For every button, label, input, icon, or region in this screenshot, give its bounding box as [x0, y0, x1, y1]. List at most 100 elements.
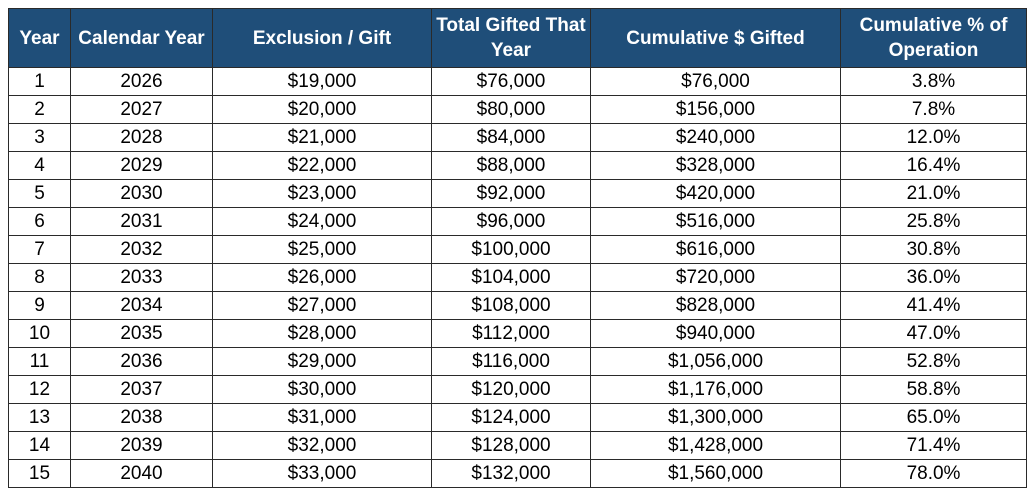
cell-cumulative-gifted: $616,000	[590, 235, 841, 264]
cell-cumulative-gifted: $940,000	[590, 319, 841, 348]
cell-total-gifted: $120,000	[431, 375, 591, 404]
cell-year: 7	[8, 235, 71, 264]
cell-year: 2	[8, 95, 71, 124]
cell-year: 14	[8, 431, 71, 460]
cell-cumulative-percent: 41.4%	[840, 291, 1027, 320]
cell-total-gifted: $76,000	[431, 67, 591, 96]
cell-exclusion-gift: $24,000	[212, 207, 432, 236]
cell-calendar-year: 2035	[70, 319, 213, 348]
table-row: 9 2034 $27,000 $108,000 $828,000 41.4%	[8, 291, 1027, 320]
cell-year: 3	[8, 123, 71, 152]
cell-cumulative-gifted: $156,000	[590, 95, 841, 124]
header-total-gifted: Total Gifted That Year	[431, 8, 591, 68]
cell-cumulative-percent: 52.8%	[840, 347, 1027, 376]
cell-cumulative-gifted: $516,000	[590, 207, 841, 236]
cell-calendar-year: 2033	[70, 263, 213, 292]
header-exclusion-gift: Exclusion / Gift	[212, 8, 432, 68]
table-row: 11 2036 $29,000 $116,000 $1,056,000 52.8%	[8, 347, 1027, 376]
cell-total-gifted: $80,000	[431, 95, 591, 124]
cell-calendar-year: 2029	[70, 151, 213, 180]
table-row: 1 2026 $19,000 $76,000 $76,000 3.8%	[8, 67, 1027, 96]
cell-cumulative-gifted: $1,428,000	[590, 431, 841, 460]
cell-exclusion-gift: $25,000	[212, 235, 432, 264]
cell-cumulative-percent: 16.4%	[840, 151, 1027, 180]
cell-cumulative-gifted: $1,056,000	[590, 347, 841, 376]
header-year: Year	[8, 8, 71, 68]
cell-cumulative-gifted: $828,000	[590, 291, 841, 320]
table-row: 7 2032 $25,000 $100,000 $616,000 30.8%	[8, 235, 1027, 264]
cell-cumulative-gifted: $240,000	[590, 123, 841, 152]
cell-calendar-year: 2038	[70, 403, 213, 432]
cell-cumulative-gifted: $1,300,000	[590, 403, 841, 432]
cell-cumulative-percent: 21.0%	[840, 179, 1027, 208]
cell-total-gifted: $116,000	[431, 347, 591, 376]
cell-year: 11	[8, 347, 71, 376]
cell-year: 1	[8, 67, 71, 96]
cell-calendar-year: 2026	[70, 67, 213, 96]
cell-cumulative-percent: 47.0%	[840, 319, 1027, 348]
cell-total-gifted: $128,000	[431, 431, 591, 460]
cell-exclusion-gift: $32,000	[212, 431, 432, 460]
cell-year: 9	[8, 291, 71, 320]
cell-exclusion-gift: $22,000	[212, 151, 432, 180]
cell-total-gifted: $104,000	[431, 263, 591, 292]
cell-total-gifted: $100,000	[431, 235, 591, 264]
gifting-schedule-table: Year Calendar Year Exclusion / Gift Tota…	[8, 8, 1027, 488]
header-cumulative-percent: Cumulative % of Operation	[840, 8, 1027, 68]
cell-exclusion-gift: $26,000	[212, 263, 432, 292]
cell-exclusion-gift: $31,000	[212, 403, 432, 432]
cell-year: 13	[8, 403, 71, 432]
cell-cumulative-percent: 65.0%	[840, 403, 1027, 432]
cell-cumulative-percent: 7.8%	[840, 95, 1027, 124]
table-header: Year Calendar Year Exclusion / Gift Tota…	[8, 8, 1027, 68]
header-cumulative-gifted: Cumulative $ Gifted	[590, 8, 841, 68]
header-row: Year Calendar Year Exclusion / Gift Tota…	[8, 8, 1027, 68]
table-row: 8 2033 $26,000 $104,000 $720,000 36.0%	[8, 263, 1027, 292]
cell-exclusion-gift: $30,000	[212, 375, 432, 404]
cell-cumulative-gifted: $76,000	[590, 67, 841, 96]
cell-cumulative-gifted: $420,000	[590, 179, 841, 208]
cell-exclusion-gift: $29,000	[212, 347, 432, 376]
cell-calendar-year: 2036	[70, 347, 213, 376]
table-row: 6 2031 $24,000 $96,000 $516,000 25.8%	[8, 207, 1027, 236]
table-row: 5 2030 $23,000 $92,000 $420,000 21.0%	[8, 179, 1027, 208]
cell-cumulative-percent: 30.8%	[840, 235, 1027, 264]
cell-year: 6	[8, 207, 71, 236]
cell-cumulative-gifted: $1,176,000	[590, 375, 841, 404]
cell-exclusion-gift: $19,000	[212, 67, 432, 96]
table-row: 10 2035 $28,000 $112,000 $940,000 47.0%	[8, 319, 1027, 348]
table-row: 14 2039 $32,000 $128,000 $1,428,000 71.4%	[8, 431, 1027, 460]
table-row: 12 2037 $30,000 $120,000 $1,176,000 58.8%	[8, 375, 1027, 404]
cell-calendar-year: 2030	[70, 179, 213, 208]
cell-total-gifted: $96,000	[431, 207, 591, 236]
cell-year: 15	[8, 459, 71, 488]
cell-cumulative-percent: 25.8%	[840, 207, 1027, 236]
cell-exclusion-gift: $21,000	[212, 123, 432, 152]
cell-year: 10	[8, 319, 71, 348]
cell-calendar-year: 2040	[70, 459, 213, 488]
cell-cumulative-gifted: $720,000	[590, 263, 841, 292]
cell-exclusion-gift: $27,000	[212, 291, 432, 320]
cell-cumulative-percent: 36.0%	[840, 263, 1027, 292]
cell-calendar-year: 2037	[70, 375, 213, 404]
cell-total-gifted: $84,000	[431, 123, 591, 152]
cell-calendar-year: 2034	[70, 291, 213, 320]
cell-calendar-year: 2027	[70, 95, 213, 124]
cell-exclusion-gift: $28,000	[212, 319, 432, 348]
cell-total-gifted: $108,000	[431, 291, 591, 320]
header-calendar-year: Calendar Year	[70, 8, 213, 68]
cell-cumulative-percent: 58.8%	[840, 375, 1027, 404]
table-row: 3 2028 $21,000 $84,000 $240,000 12.0%	[8, 123, 1027, 152]
cell-total-gifted: $112,000	[431, 319, 591, 348]
table-row: 4 2029 $22,000 $88,000 $328,000 16.4%	[8, 151, 1027, 180]
cell-year: 8	[8, 263, 71, 292]
cell-cumulative-percent: 3.8%	[840, 67, 1027, 96]
cell-calendar-year: 2028	[70, 123, 213, 152]
cell-exclusion-gift: $33,000	[212, 459, 432, 488]
cell-total-gifted: $92,000	[431, 179, 591, 208]
cell-cumulative-gifted: $1,560,000	[590, 459, 841, 488]
cell-total-gifted: $124,000	[431, 403, 591, 432]
cell-cumulative-percent: 12.0%	[840, 123, 1027, 152]
cell-cumulative-percent: 78.0%	[840, 459, 1027, 488]
